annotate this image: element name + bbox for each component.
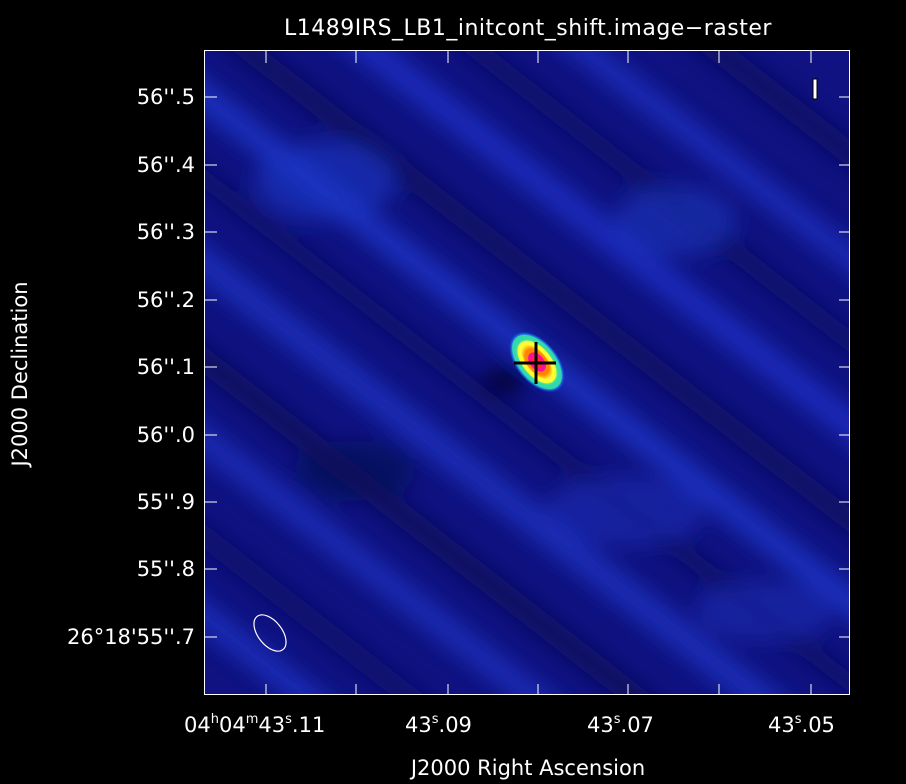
y-tick-label: 26°18'55''.7 [66, 625, 195, 649]
y-tick-label: 56''.3 [136, 220, 195, 244]
y-tick-label: 56''.1 [136, 355, 195, 379]
x-tick-label: 43s.07 [587, 712, 654, 737]
image-raster-panel[interactable] [204, 50, 850, 695]
raster-svg [205, 51, 849, 694]
image-title: L1489IRS_LB1_initcont_shift.image−raster [284, 16, 772, 41]
axis-ticks [205, 51, 849, 694]
x-tick-label: 43s.09 [405, 712, 472, 737]
beam-ellipse-icon [253, 614, 287, 652]
y-tick-label: 56''.2 [136, 288, 195, 312]
y-tick-label: 56''.0 [136, 423, 195, 447]
crosshair-marker [514, 342, 556, 384]
y-axis-title: J2000 Declination [8, 281, 32, 467]
y-tick-label: 56''.5 [136, 85, 195, 109]
x-tick-label: 43s.05 [768, 712, 835, 737]
y-tick-label: 56''.4 [136, 153, 195, 177]
intensity-marker [812, 78, 818, 100]
x-axis-title: J2000 Right Ascension [410, 756, 646, 780]
y-tick-label: 55''.9 [136, 490, 195, 514]
x-tick-label: 04h04m43s.11 [184, 712, 326, 737]
y-tick-label: 55''.8 [136, 557, 195, 581]
